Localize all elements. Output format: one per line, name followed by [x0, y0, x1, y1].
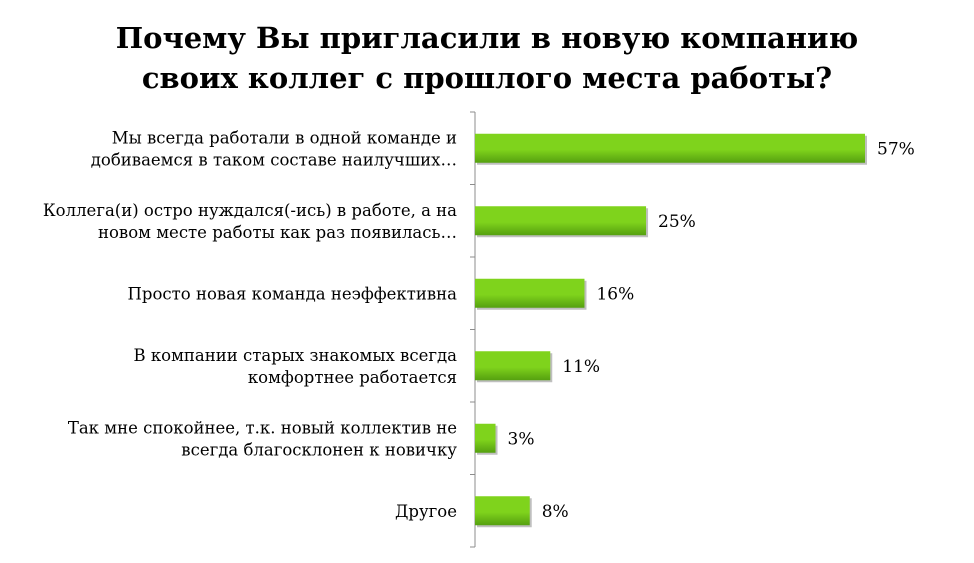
category-label-line: Так мне спокойнее, т.к. новый коллектив …: [68, 418, 457, 437]
category-label: Мы всегда работали в одной команде и доби…: [91, 128, 457, 169]
category-label: В компании старых знакомых всегда комфорт…: [133, 346, 457, 387]
category-label-line: Мы всегда работали в одной команде и: [112, 128, 457, 147]
category-label: Так мне спокойнее, т.к. новый коллектив …: [68, 418, 457, 459]
category-labels: Мы всегда работали в одной команде и доби…: [43, 128, 457, 521]
chart-title: Почему Вы пригласили в новую компанию св…: [0, 18, 974, 98]
value-label: 11%: [562, 357, 600, 377]
value-labels: 57% 25% 16% 11% 3% 8%: [508, 139, 915, 522]
bar: [475, 423, 496, 453]
category-label-line: всегда благосклонен к новичку: [181, 440, 457, 459]
category-label-line: Другое: [395, 502, 457, 521]
bar: [475, 496, 530, 526]
bar: [475, 206, 647, 236]
chart-title-line-2: своих коллег с прошлого места работы?: [141, 61, 833, 95]
category-label: Другое: [395, 502, 457, 521]
category-label: Просто новая команда неэффективна: [128, 284, 458, 303]
category-label-line: Коллега(и) остро нуждался(-ись) в работе…: [43, 201, 457, 220]
axis-ticks: [470, 111, 475, 548]
bar: [475, 133, 865, 163]
bars: [475, 133, 867, 528]
value-label: 3%: [508, 429, 535, 449]
category-label-line: В компании старых знакомых всегда: [133, 346, 457, 365]
value-label: 16%: [596, 284, 634, 304]
category-label: Коллега(и) остро нуждался(-ись) в работе…: [43, 201, 457, 242]
category-label-line: Просто новая команда неэффективна: [128, 284, 458, 303]
chart-title-line-1: Почему Вы пригласили в новую компанию: [115, 21, 859, 55]
bar: [475, 351, 551, 381]
value-label: 25%: [658, 212, 696, 232]
category-label-line: комфортнее работается: [248, 368, 457, 387]
bar: [475, 278, 585, 308]
category-label-line: добиваемся в таком составе наилучших…: [91, 150, 457, 169]
value-label: 8%: [542, 502, 569, 522]
value-label: 57%: [877, 139, 915, 159]
category-label-line: новом месте работы как раз появилась…: [98, 223, 457, 242]
